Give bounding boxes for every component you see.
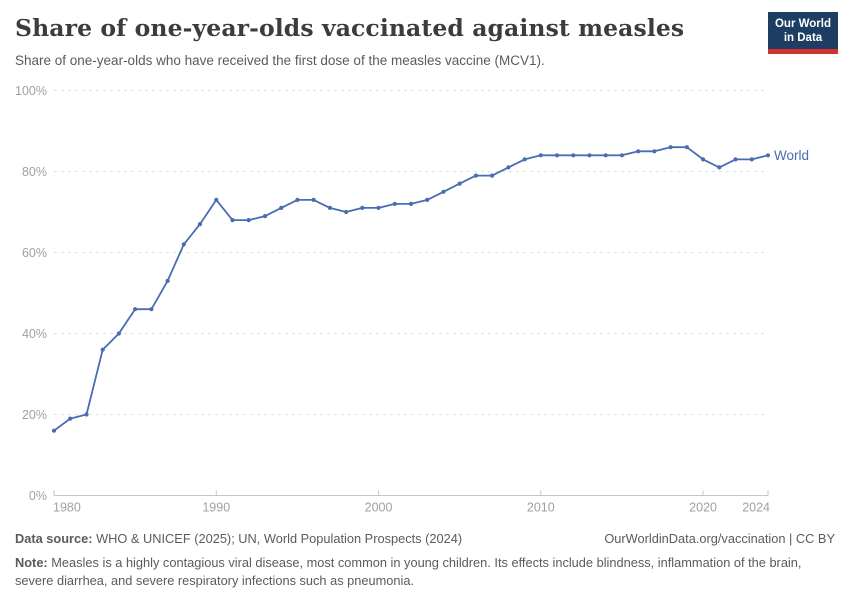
data-point[interactable] <box>392 201 397 206</box>
data-point[interactable] <box>587 153 592 158</box>
data-point[interactable] <box>701 157 706 162</box>
data-point[interactable] <box>506 165 511 170</box>
data-point[interactable] <box>295 197 300 202</box>
owid-logo-line1: Our World <box>774 18 831 30</box>
data-source-line: Data source: WHO & UNICEF (2025); UN, Wo… <box>15 531 462 546</box>
data-point[interactable] <box>149 307 154 312</box>
chart-note: Note: Measles is a highly contagious vir… <box>15 554 827 590</box>
owid-logo[interactable]: Our World in Data <box>768 12 838 54</box>
data-point[interactable] <box>262 214 268 219</box>
data-point[interactable] <box>652 149 657 154</box>
data-point[interactable] <box>538 153 543 158</box>
data-point[interactable] <box>133 307 138 312</box>
data-point[interactable] <box>733 157 738 162</box>
data-point[interactable] <box>717 165 722 170</box>
data-point[interactable] <box>765 153 771 158</box>
data-point[interactable] <box>554 153 560 158</box>
y-axis-tick-label: 20% <box>22 408 47 422</box>
series-label-world[interactable]: World <box>774 148 809 163</box>
x-axis-tick-label: 2020 <box>689 501 717 515</box>
x-axis-tick-label: 1990 <box>202 501 230 515</box>
data-point[interactable] <box>327 205 332 210</box>
data-point[interactable] <box>344 209 349 215</box>
data-point[interactable] <box>522 157 527 162</box>
data-point[interactable] <box>51 428 57 433</box>
data-point[interactable] <box>376 205 381 210</box>
owid-citation-link[interactable]: OurWorldinData.org/vaccination | CC BY <box>604 531 835 546</box>
data-point[interactable] <box>100 347 105 352</box>
data-point[interactable] <box>84 412 89 417</box>
data-point[interactable] <box>279 205 284 210</box>
data-point[interactable] <box>116 331 121 336</box>
note-label: Note: <box>15 555 48 570</box>
data-point[interactable] <box>684 145 690 150</box>
data-point[interactable] <box>197 222 203 227</box>
data-point[interactable] <box>619 153 625 158</box>
data-source-value: WHO & UNICEF (2025); UN, World Populatio… <box>96 531 463 546</box>
data-point[interactable] <box>457 181 462 186</box>
data-point[interactable] <box>441 189 446 194</box>
x-axis-tick-label: 1980 <box>53 501 81 515</box>
data-point[interactable] <box>490 173 495 178</box>
data-point[interactable] <box>311 197 316 202</box>
data-point[interactable] <box>603 153 608 158</box>
y-axis-tick-label: 80% <box>22 165 47 179</box>
data-point[interactable] <box>408 201 414 206</box>
data-point[interactable] <box>571 153 576 158</box>
data-source-label: Data source: <box>15 531 93 546</box>
data-point[interactable] <box>181 242 186 247</box>
data-point[interactable] <box>425 197 430 202</box>
y-axis-tick-label: 60% <box>22 246 47 260</box>
owid-logo-line2: in Data <box>783 32 823 44</box>
data-point[interactable] <box>668 145 673 150</box>
data-point[interactable] <box>214 197 219 202</box>
data-point[interactable] <box>68 416 73 421</box>
x-axis-tick-label: 2024 <box>742 501 770 515</box>
chart-subtitle: Share of one-year-olds who have received… <box>15 53 545 68</box>
y-axis-tick-label: 100% <box>15 84 47 98</box>
data-point[interactable] <box>165 278 170 283</box>
data-point[interactable] <box>636 149 641 154</box>
line-chart-canvas[interactable]: 0% 20% 40% 60% 80% 100% 1980 1990 2000 2010 2020 20… <box>0 80 850 525</box>
data-point[interactable] <box>246 218 251 223</box>
data-point[interactable] <box>749 157 754 162</box>
data-point[interactable] <box>360 205 365 210</box>
y-axis-tick-label: 0% <box>29 489 47 503</box>
data-point[interactable] <box>230 218 235 223</box>
chart-title: Share of one-year-olds vaccinated agains… <box>15 14 685 42</box>
x-axis-tick-label: 2010 <box>527 501 555 515</box>
x-axis-tick-label: 2000 <box>365 501 393 515</box>
note-text: Measles is a highly contagious viral dis… <box>15 555 802 588</box>
trend-line-world[interactable] <box>53 146 769 432</box>
data-point[interactable] <box>473 173 478 178</box>
chart-footer: Data source: WHO & UNICEF (2025); UN, Wo… <box>15 531 835 590</box>
y-axis-tick-label: 40% <box>22 327 47 341</box>
